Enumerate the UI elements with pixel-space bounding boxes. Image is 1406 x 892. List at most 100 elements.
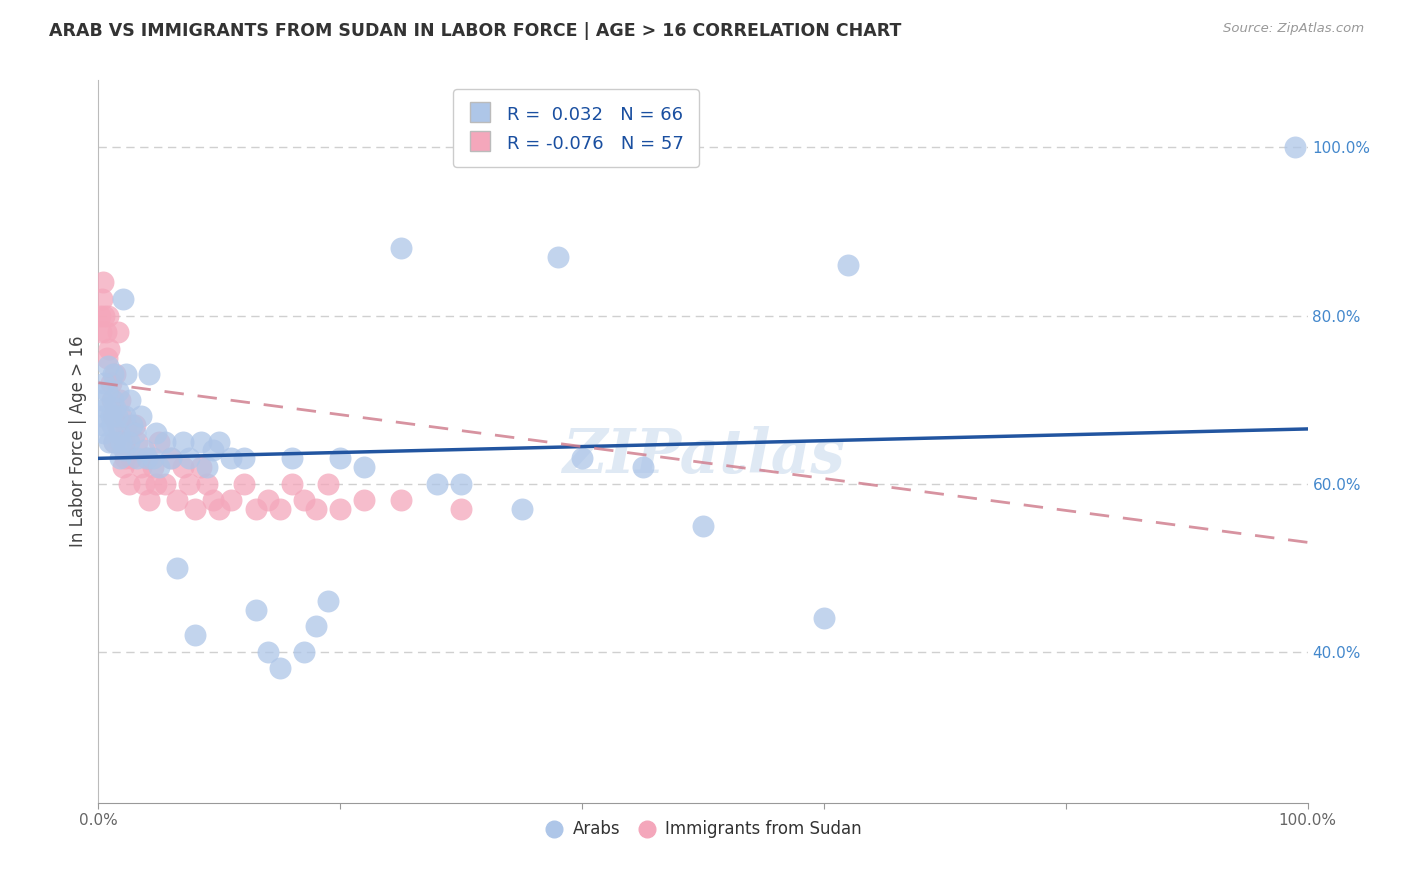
Point	[108, 451, 131, 466]
Point	[232, 476, 254, 491]
Point	[108, 426, 131, 441]
Point	[316, 594, 339, 608]
Point	[245, 602, 267, 616]
Point	[107, 326, 129, 340]
Point	[111, 292, 134, 306]
Point	[837, 258, 859, 272]
Point	[179, 476, 201, 491]
Point	[195, 476, 218, 491]
Point	[94, 401, 117, 415]
Point	[138, 368, 160, 382]
Point	[510, 501, 533, 516]
Point	[90, 409, 112, 424]
Point	[127, 434, 149, 449]
Point	[100, 409, 122, 424]
Point	[135, 451, 157, 466]
Point	[105, 417, 128, 432]
Point	[172, 434, 194, 449]
Point	[281, 476, 304, 491]
Point	[232, 451, 254, 466]
Point	[115, 368, 138, 382]
Point	[104, 368, 127, 382]
Point	[166, 560, 188, 574]
Point	[96, 384, 118, 398]
Point	[89, 309, 111, 323]
Point	[100, 392, 122, 407]
Point	[160, 451, 183, 466]
Legend: Arabs, Immigrants from Sudan: Arabs, Immigrants from Sudan	[537, 814, 869, 845]
Point	[138, 493, 160, 508]
Point	[1284, 140, 1306, 154]
Point	[221, 493, 243, 508]
Point	[389, 493, 412, 508]
Point	[124, 417, 146, 432]
Point	[547, 250, 569, 264]
Point	[101, 392, 124, 407]
Point	[118, 392, 141, 407]
Point	[101, 368, 124, 382]
Point	[221, 451, 243, 466]
Point	[389, 241, 412, 255]
Point	[91, 292, 114, 306]
Point	[135, 451, 157, 466]
Point	[179, 451, 201, 466]
Point	[98, 434, 121, 449]
Point	[120, 451, 142, 466]
Point	[97, 309, 120, 323]
Point	[202, 493, 225, 508]
Point	[108, 434, 131, 449]
Point	[292, 644, 315, 658]
Point	[160, 451, 183, 466]
Point	[305, 619, 328, 633]
Point	[305, 501, 328, 516]
Text: ZIPatlas: ZIPatlas	[561, 426, 845, 486]
Point	[115, 417, 138, 432]
Point	[103, 434, 125, 449]
Point	[100, 376, 122, 390]
Point	[110, 409, 132, 424]
Point	[281, 451, 304, 466]
Point	[329, 451, 352, 466]
Point	[110, 434, 132, 449]
Point	[813, 611, 835, 625]
Point	[153, 434, 176, 449]
Point	[121, 417, 143, 432]
Point	[101, 409, 124, 424]
Point	[426, 476, 449, 491]
Point	[107, 384, 129, 398]
Point	[269, 501, 291, 516]
Point	[103, 434, 125, 449]
Point	[129, 459, 152, 474]
Point	[97, 359, 120, 373]
Point	[145, 476, 167, 491]
Point	[692, 518, 714, 533]
Point	[631, 459, 654, 474]
Point	[142, 459, 165, 474]
Point	[245, 501, 267, 516]
Point	[316, 476, 339, 491]
Point	[190, 434, 212, 449]
Point	[96, 351, 118, 365]
Point	[329, 501, 352, 516]
Point	[208, 434, 231, 449]
Text: ARAB VS IMMIGRANTS FROM SUDAN IN LABOR FORCE | AGE > 16 CORRELATION CHART: ARAB VS IMMIGRANTS FROM SUDAN IN LABOR F…	[49, 22, 901, 40]
Point	[148, 434, 170, 449]
Point	[184, 628, 207, 642]
Point	[153, 476, 176, 491]
Point	[93, 426, 115, 441]
Point	[353, 459, 375, 474]
Point	[145, 426, 167, 441]
Point	[91, 275, 114, 289]
Point	[190, 459, 212, 474]
Point	[118, 476, 141, 491]
Point	[93, 376, 115, 390]
Point	[195, 459, 218, 474]
Point	[450, 501, 472, 516]
Point	[94, 326, 117, 340]
Point	[292, 493, 315, 508]
Point	[256, 644, 278, 658]
Point	[118, 434, 141, 449]
Point	[114, 409, 136, 424]
Point	[450, 476, 472, 491]
Point	[127, 451, 149, 466]
